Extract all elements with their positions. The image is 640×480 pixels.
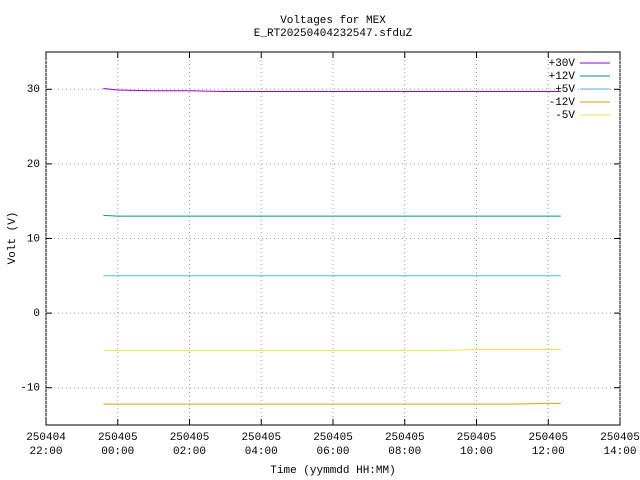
x-tick-label: 250405 02:00: [169, 432, 210, 458]
series-line: [103, 214, 561, 217]
x-tick-label: 250404 22:00: [26, 432, 66, 458]
x-tick-label: 250405 08:00: [384, 432, 425, 458]
chart-title: Voltages for MEX: [280, 15, 386, 27]
legend-label: -12V: [549, 97, 576, 109]
series-line: [103, 349, 561, 351]
y-tick-label: -10: [20, 383, 40, 395]
legend-label: +12V: [549, 71, 576, 83]
x-tick-label: 250405 04:00: [241, 432, 282, 458]
y-tick-label: 20: [27, 159, 40, 171]
y-tick-label: 30: [27, 84, 40, 96]
series-line: [103, 88, 561, 93]
x-tick-label: 250405 06:00: [313, 432, 353, 458]
x-tick-label: 250405 12:00: [528, 432, 569, 458]
plot-border: [45, 51, 621, 426]
legend-label: +5V: [555, 84, 575, 96]
x-axis-label: Time (yymmdd HH:MM): [270, 465, 395, 477]
y-axis-label: Volt (V): [7, 212, 19, 265]
series-line: [103, 402, 561, 405]
legend-label: +30V: [549, 58, 576, 70]
chart-subtitle: E_RT20250404232547.sfduZ: [254, 28, 413, 40]
legend-label: -5V: [555, 110, 575, 122]
x-tick-label: 250405 14:00: [600, 432, 640, 458]
y-tick-label: 0: [33, 308, 40, 320]
y-tick-label: 10: [27, 233, 40, 245]
x-tick-label: 250405 00:00: [97, 432, 138, 458]
x-tick-label: 250405 10:00: [456, 432, 497, 458]
